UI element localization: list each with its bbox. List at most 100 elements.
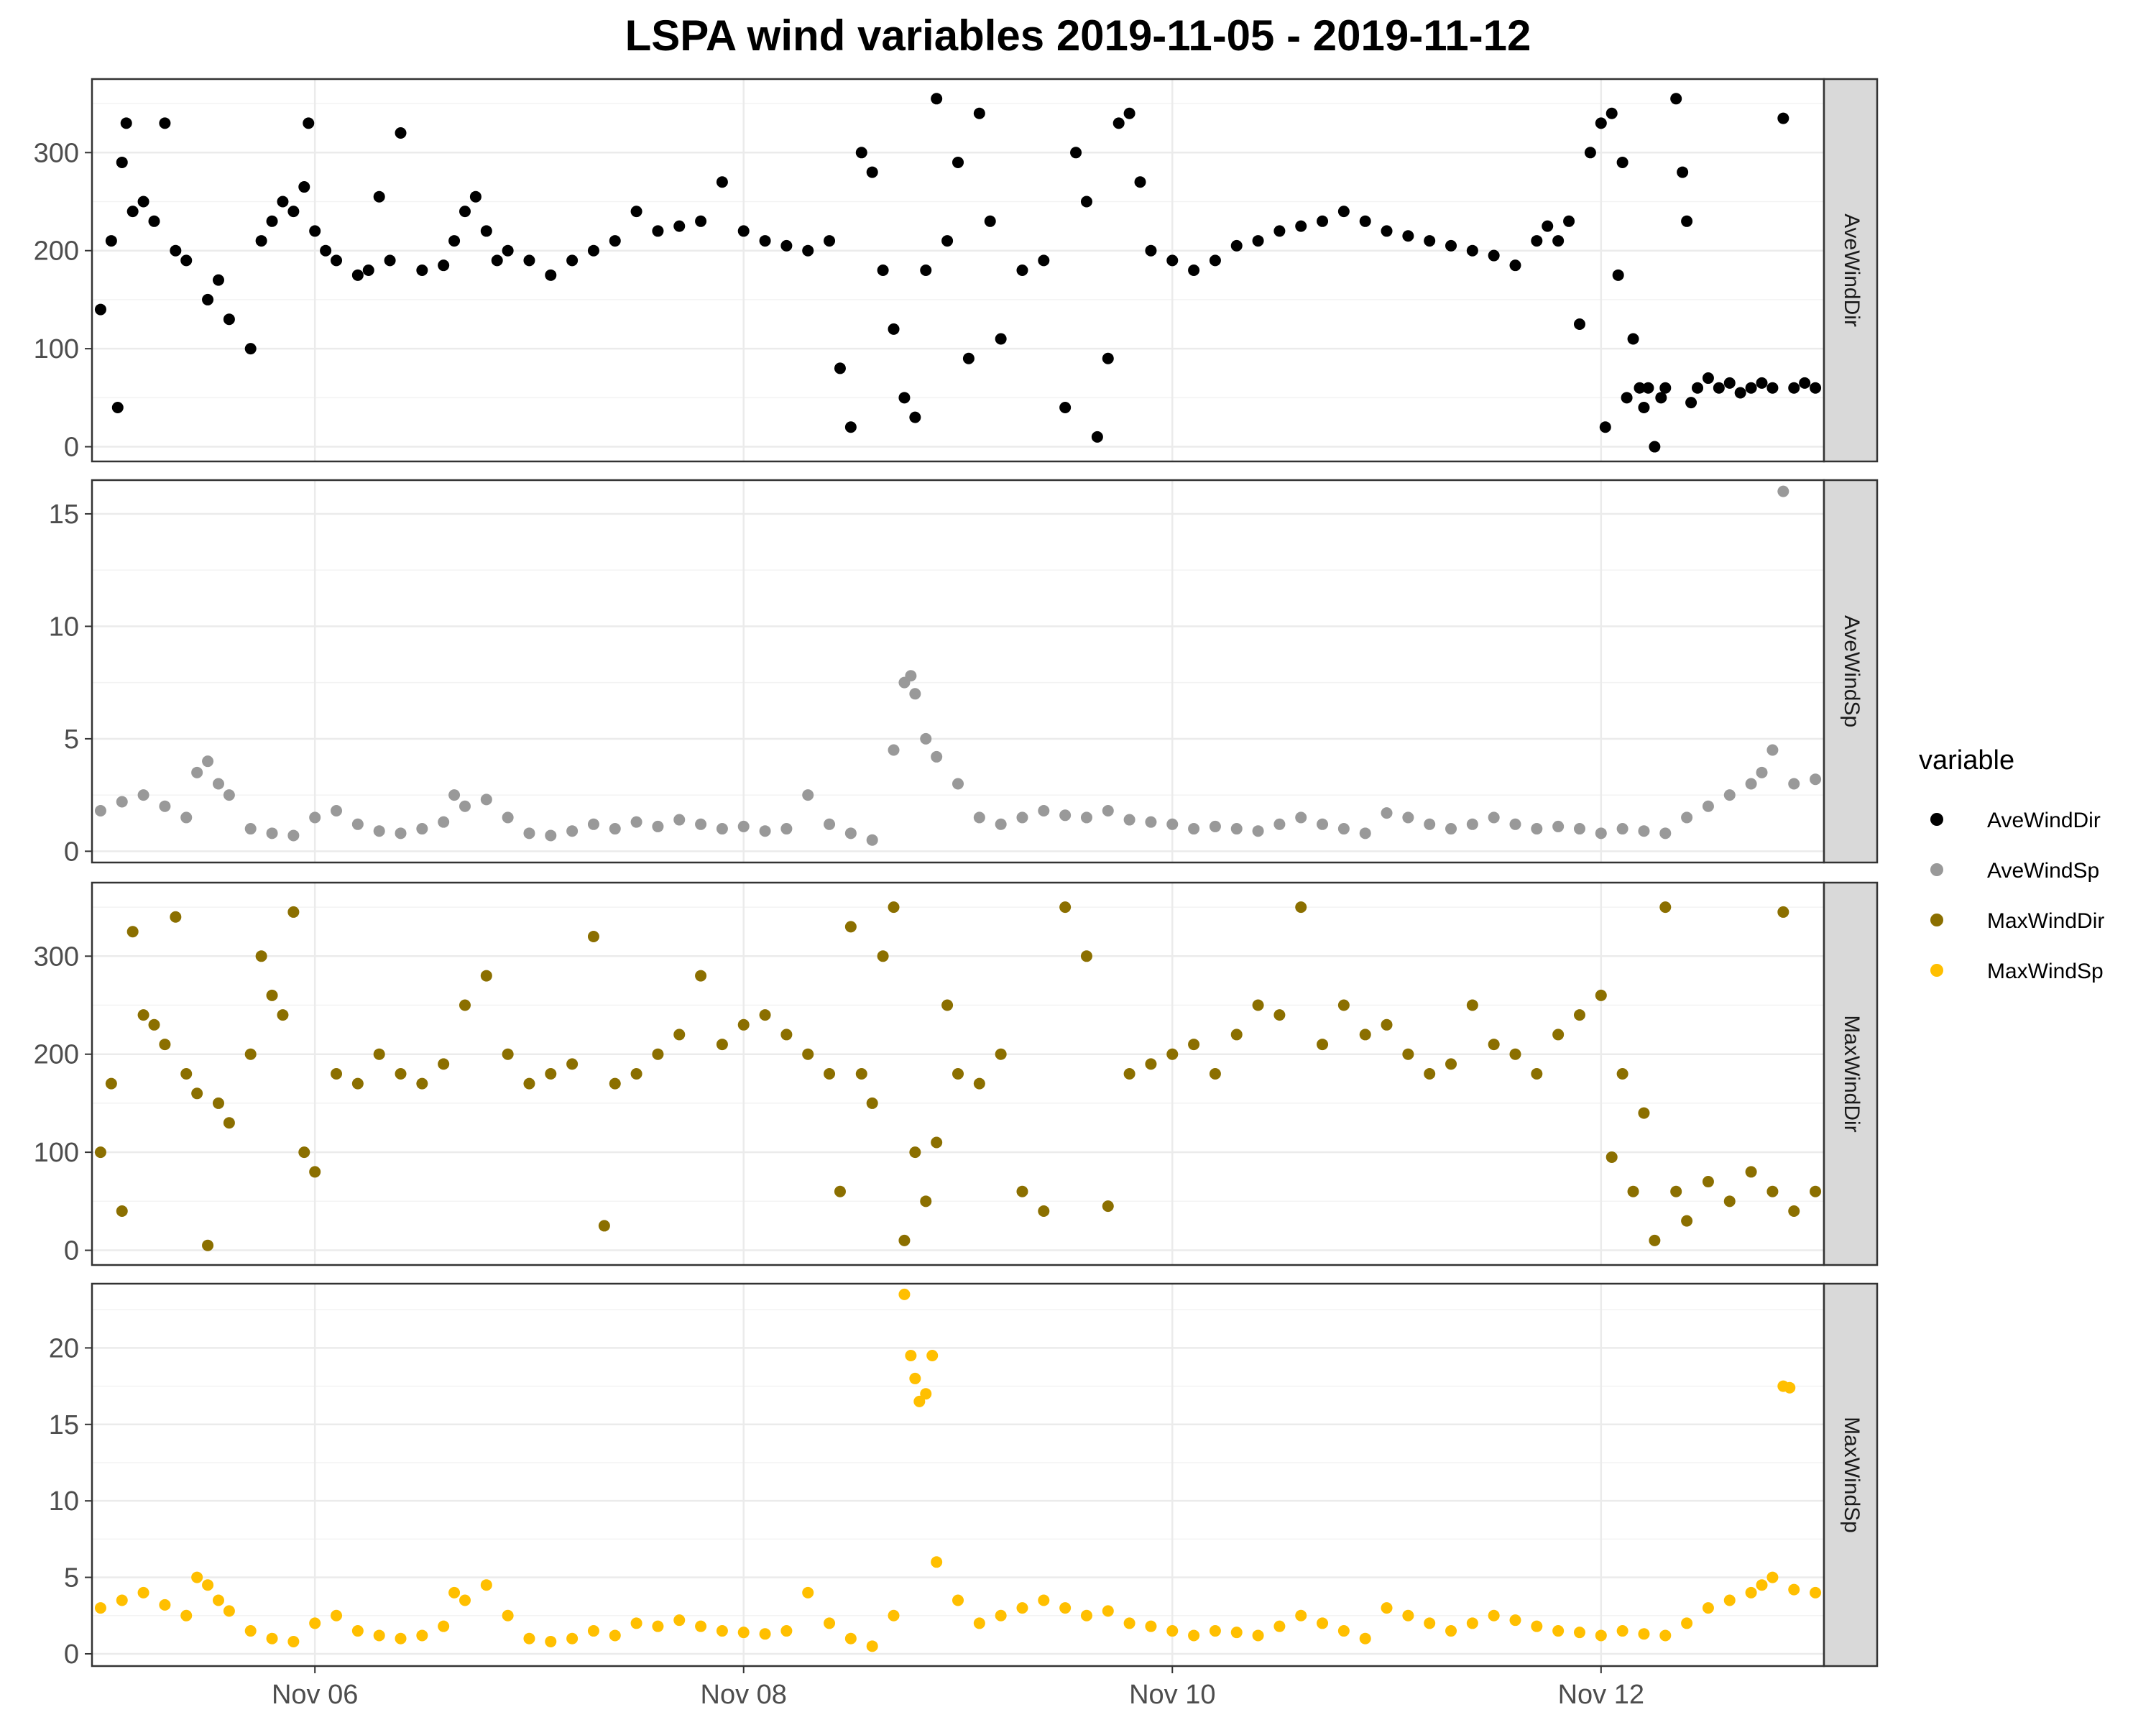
data-point — [1766, 1571, 1779, 1583]
data-point — [523, 1077, 535, 1090]
data-point — [973, 1617, 985, 1629]
data-point — [502, 1609, 514, 1622]
data-point — [1573, 1009, 1585, 1021]
data-point — [652, 820, 664, 832]
data-point — [1659, 382, 1672, 394]
data-point — [1563, 215, 1575, 227]
data-point — [148, 1018, 160, 1031]
data-point — [973, 107, 985, 119]
data-point — [223, 1605, 235, 1617]
data-point — [898, 1234, 911, 1246]
data-point — [1681, 1215, 1693, 1227]
data-point — [1777, 906, 1789, 918]
data-point — [1145, 816, 1157, 828]
data-point — [931, 1556, 943, 1568]
data-point — [1445, 1058, 1457, 1070]
data-point — [737, 225, 750, 237]
data-point — [1466, 999, 1478, 1011]
x-tick-label: Nov 12 — [1558, 1680, 1644, 1710]
data-point — [920, 264, 932, 276]
data-point — [888, 323, 900, 335]
data-point — [1766, 744, 1779, 756]
data-point — [331, 254, 343, 267]
y-tick-label: 0 — [64, 433, 79, 463]
facet-strip — [1823, 78, 1879, 463]
data-point — [94, 1146, 106, 1159]
data-point — [1359, 1029, 1371, 1041]
data-point — [1659, 1629, 1672, 1642]
data-point — [1685, 397, 1697, 409]
data-point — [1273, 1620, 1286, 1632]
data-point — [212, 1594, 224, 1606]
data-point — [309, 1617, 321, 1629]
data-point — [309, 811, 321, 824]
data-point — [416, 1077, 428, 1090]
data-point — [1810, 382, 1822, 394]
data-point — [844, 1632, 857, 1644]
y-tick-label: 15 — [49, 1410, 79, 1440]
data-point — [94, 303, 106, 316]
data-point — [1659, 827, 1672, 840]
data-point — [277, 1009, 289, 1021]
data-point — [952, 1068, 964, 1080]
data-point — [673, 1614, 686, 1627]
data-point — [1595, 117, 1607, 129]
data-point — [1445, 823, 1457, 835]
data-point — [1723, 1594, 1736, 1606]
legend-key — [1930, 964, 1943, 977]
data-point — [931, 93, 943, 105]
data-point — [652, 1048, 664, 1060]
data-point — [1112, 117, 1125, 129]
series-maxwinddir — [94, 901, 1822, 1251]
legend-label: AveWindSp — [1987, 859, 2099, 883]
data-point — [491, 254, 503, 267]
data-point — [1531, 1068, 1543, 1080]
data-point — [244, 343, 257, 355]
y-tick-label: 5 — [64, 724, 79, 755]
data-point — [952, 156, 964, 168]
data-point — [1016, 1185, 1028, 1197]
data-point — [244, 1625, 257, 1637]
data-point — [1038, 1205, 1050, 1217]
y-tick-label: 15 — [49, 500, 79, 530]
data-point — [1252, 825, 1264, 837]
data-point — [1531, 823, 1543, 835]
data-point — [1188, 823, 1200, 835]
legend-key — [1930, 813, 1943, 826]
data-point — [202, 755, 214, 768]
x-tick-label: Nov 08 — [701, 1680, 787, 1710]
data-point — [1166, 1625, 1179, 1637]
data-point — [1702, 800, 1714, 812]
data-point — [523, 827, 535, 840]
panel-background — [92, 1284, 1824, 1666]
data-point — [1599, 421, 1611, 433]
data-point — [962, 352, 975, 364]
chart-title: LSPA wind variables 2019-11-05 - 2019-11… — [625, 12, 1531, 60]
y-tick-label: 10 — [49, 1486, 79, 1517]
data-point — [1209, 1625, 1221, 1637]
data-point — [1102, 352, 1114, 364]
data-point — [1573, 1627, 1585, 1639]
facet-panel-maxwindsp: 0 5 10 15 20 MaxWindSp — [49, 1282, 1879, 1670]
data-point — [1123, 1617, 1135, 1629]
data-point — [1638, 1628, 1650, 1640]
data-point — [448, 1586, 461, 1598]
data-point — [202, 1579, 214, 1591]
data-point — [737, 1627, 750, 1639]
data-point — [159, 117, 171, 129]
data-point — [395, 127, 407, 139]
data-point — [1766, 382, 1779, 394]
data-point — [920, 1388, 932, 1400]
data-point — [898, 392, 911, 404]
data-point — [695, 970, 707, 982]
data-point — [802, 1586, 814, 1598]
data-point — [844, 827, 857, 840]
data-point — [1166, 818, 1179, 830]
data-point — [1799, 377, 1811, 389]
data-point — [331, 1609, 343, 1622]
data-point — [502, 811, 514, 824]
data-point — [287, 1635, 300, 1647]
facet-strip — [1823, 1282, 1879, 1668]
data-point — [1317, 1039, 1329, 1051]
data-point — [180, 1068, 193, 1080]
